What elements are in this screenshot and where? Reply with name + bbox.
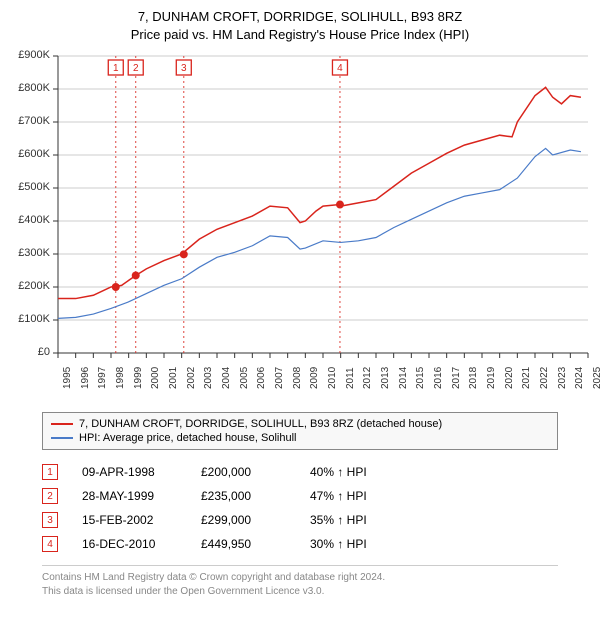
transactions-table: 1 09-APR-1998 £200,000 40% ↑ HPI 2 28-MAY-199… [42, 460, 558, 556]
x-tick-label: 2012 [362, 367, 373, 389]
x-tick-label: 2025 [592, 367, 600, 389]
chart-title: 7, DUNHAM CROFT, DORRIDGE, SOLIHULL, B93… [0, 0, 600, 43]
x-tick-label: 2013 [380, 367, 391, 389]
x-tick-label: 1998 [115, 367, 126, 389]
x-tick-label: 1996 [80, 367, 91, 389]
title-line-1: 7, DUNHAM CROFT, DORRIDGE, SOLIHULL, B93… [0, 8, 600, 26]
legend-swatch [51, 437, 73, 439]
svg-text:4: 4 [337, 63, 343, 74]
x-tick-label: 2017 [451, 367, 462, 389]
x-tick-label: 2023 [557, 367, 568, 389]
y-tick-label: £600K [0, 148, 50, 160]
transaction-row: 4 16-DEC-2010 £449,950 30% ↑ HPI [42, 532, 558, 556]
transaction-diff: 47% ↑ HPI [310, 489, 430, 503]
y-tick-label: £500K [0, 181, 50, 193]
legend-item: 7, DUNHAM CROFT, DORRIDGE, SOLIHULL, B93… [51, 417, 549, 431]
x-tick-label: 2024 [574, 367, 585, 389]
chart-area: 1 2 3 4 £0 £100K £200K £300K £400K £500K £600K £70… [0, 48, 600, 403]
transaction-date: 28-MAY-1999 [62, 489, 197, 503]
svg-text:2: 2 [133, 63, 139, 74]
x-tick-label: 2014 [398, 367, 409, 389]
x-tick-label: 2018 [468, 367, 479, 389]
x-tick-label: 2008 [292, 367, 303, 389]
svg-text:1: 1 [113, 63, 119, 74]
y-tick-label: £400K [0, 214, 50, 226]
legend-label: HPI: Average price, detached house, Soli… [79, 432, 297, 444]
x-tick-label: 2019 [486, 367, 497, 389]
x-tick-label: 2004 [221, 367, 232, 389]
transaction-marker: 1 [42, 464, 58, 480]
transaction-marker: 4 [42, 536, 58, 552]
x-tick-label: 2009 [309, 367, 320, 389]
x-tick-label: 2005 [239, 367, 250, 389]
x-tick-label: 2021 [521, 367, 532, 389]
y-tick-label: £0 [0, 346, 50, 358]
transaction-row: 1 09-APR-1998 £200,000 40% ↑ HPI [42, 460, 558, 484]
x-tick-label: 2020 [504, 367, 515, 389]
transaction-diff: 30% ↑ HPI [310, 537, 430, 551]
x-tick-label: 1997 [97, 367, 108, 389]
legend-swatch [51, 423, 73, 425]
x-tick-label: 1999 [133, 367, 144, 389]
transaction-price: £449,950 [201, 537, 306, 551]
x-tick-label: 2010 [327, 367, 338, 389]
x-tick-label: 2001 [168, 367, 179, 389]
x-tick-label: 2015 [415, 367, 426, 389]
legend-label: 7, DUNHAM CROFT, DORRIDGE, SOLIHULL, B93… [79, 418, 442, 430]
footer: Contains HM Land Registry data © Crown c… [42, 565, 558, 598]
y-tick-label: £300K [0, 247, 50, 259]
x-tick-label: 2016 [433, 367, 444, 389]
transaction-row: 2 28-MAY-1999 £235,000 47% ↑ HPI [42, 484, 558, 508]
x-tick-label: 2022 [539, 367, 550, 389]
transaction-price: £299,000 [201, 513, 306, 527]
title-line-2: Price paid vs. HM Land Registry's House … [0, 26, 600, 44]
transaction-date: 09-APR-1998 [62, 465, 197, 479]
x-tick-label: 2011 [345, 367, 356, 389]
chart-svg: 1 2 3 4 [0, 48, 600, 403]
legend: 7, DUNHAM CROFT, DORRIDGE, SOLIHULL, B93… [42, 412, 558, 450]
y-tick-label: £800K [0, 82, 50, 94]
transaction-date: 15-FEB-2002 [62, 513, 197, 527]
x-tick-label: 2000 [150, 367, 161, 389]
x-tick-label: 1995 [62, 367, 73, 389]
footer-line-2: This data is licensed under the Open Gov… [42, 585, 558, 599]
footer-line-1: Contains HM Land Registry data © Crown c… [42, 571, 558, 585]
transaction-marker: 3 [42, 512, 58, 528]
transaction-price: £235,000 [201, 489, 306, 503]
legend-item: HPI: Average price, detached house, Soli… [51, 431, 549, 445]
x-tick-label: 2003 [203, 367, 214, 389]
transaction-marker: 2 [42, 488, 58, 504]
transaction-row: 3 15-FEB-2002 £299,000 35% ↑ HPI [42, 508, 558, 532]
transaction-date: 16-DEC-2010 [62, 537, 197, 551]
transaction-price: £200,000 [201, 465, 306, 479]
y-tick-label: £900K [0, 49, 50, 61]
x-tick-label: 2007 [274, 367, 285, 389]
x-tick-label: 2002 [186, 367, 197, 389]
y-tick-label: £100K [0, 313, 50, 325]
svg-text:3: 3 [181, 63, 187, 74]
y-tick-label: £200K [0, 280, 50, 292]
y-tick-label: £700K [0, 115, 50, 127]
transaction-diff: 35% ↑ HPI [310, 513, 430, 527]
x-tick-label: 2006 [256, 367, 267, 389]
transaction-diff: 40% ↑ HPI [310, 465, 430, 479]
